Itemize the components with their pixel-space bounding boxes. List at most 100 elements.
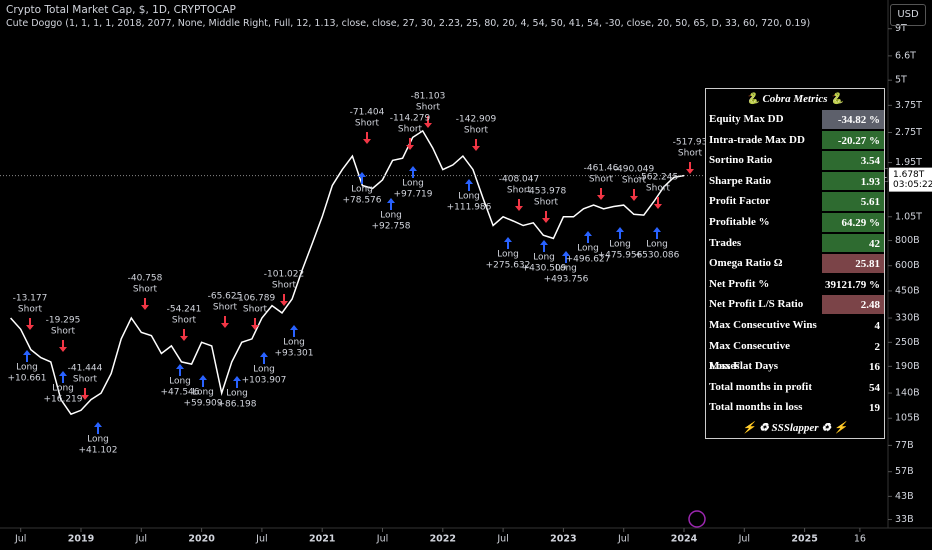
- short-arrow: [686, 162, 694, 174]
- metric-label: Net Profit %: [709, 277, 770, 290]
- metric-row: Total months in profit 54: [706, 377, 884, 398]
- signal-amount: +10.661: [7, 374, 46, 384]
- y-tick-label: 57B: [895, 466, 914, 477]
- long-arrow: [23, 350, 31, 362]
- signal-amount: -41.444: [68, 364, 103, 374]
- signal-kind: Long: [533, 253, 555, 263]
- signal-amount: +530.086: [635, 251, 680, 261]
- y-tick-label: 1.95T: [895, 157, 922, 168]
- table-footer: ⚡ ♻ SSSlapper ♻ ⚡: [742, 421, 848, 434]
- long-arrow: [387, 198, 395, 210]
- long-arrow: [358, 172, 366, 184]
- long-arrow: [540, 240, 548, 252]
- signal-amount: -562.245: [638, 173, 678, 183]
- signal-amount: -13.177: [13, 294, 48, 304]
- short-arrow: [221, 316, 229, 328]
- x-tick-label: 2022: [430, 534, 456, 545]
- metric-row: Max Consecutive Losses 2: [706, 336, 884, 373]
- metric-value: 5.61: [822, 192, 884, 211]
- metric-label: Trades: [709, 236, 742, 249]
- metric-row: Net Profit % 39121.79 %: [706, 274, 884, 295]
- signal-kind: Short: [416, 103, 441, 113]
- signal-amount: +97.719: [393, 190, 432, 200]
- signal-kind: Short: [507, 186, 532, 196]
- signal-amount: -106.789: [235, 294, 276, 304]
- short-arrow: [251, 318, 259, 330]
- table-body: Equity Max DD -34.82 % Intra-trade Max DD -…: [706, 109, 884, 418]
- metric-value: 54: [869, 381, 880, 394]
- signal-amount: +496.627: [566, 255, 611, 265]
- metric-value: 64.29 %: [822, 212, 884, 232]
- metric-row: Omega Ratio Ω 25.81: [706, 253, 884, 274]
- short-arrow: [406, 138, 414, 150]
- long-arrow: [176, 364, 184, 376]
- metric-row: Total months in loss 19: [706, 397, 884, 418]
- metric-row: Equity Max DD -34.82 %: [706, 109, 884, 130]
- signal-kind: Long: [555, 264, 577, 274]
- short-arrow: [363, 132, 371, 144]
- metric-row: Intra-trade Max DD -20.27 %: [706, 130, 884, 151]
- x-tick-label: Jul: [496, 534, 508, 545]
- long-arrow: [94, 422, 102, 434]
- short-arrow: [515, 199, 523, 211]
- metric-value: 2: [874, 340, 881, 353]
- signal-amount: -517.93: [673, 138, 708, 148]
- short-arrow: [141, 298, 149, 310]
- signal-kind: Long: [609, 240, 631, 250]
- long-arrow: [562, 251, 570, 263]
- long-arrow: [260, 352, 268, 364]
- signal-kind: Long: [226, 389, 248, 399]
- short-arrow: [59, 340, 67, 352]
- short-arrow: [597, 188, 605, 200]
- y-tick-label: 250B: [895, 337, 920, 348]
- x-tick-label: 2021: [309, 534, 335, 545]
- signal-kind: Long: [402, 179, 424, 189]
- signal-amount: -461.46: [584, 164, 619, 174]
- signal-amount: -490.049: [614, 165, 655, 175]
- metric-label: Profit Factor: [709, 195, 771, 208]
- signal-amount: +430.509: [522, 264, 567, 274]
- signal-kind: Short: [678, 149, 703, 159]
- signal-kind: Long: [497, 250, 519, 260]
- y-tick-label: 2.75T: [895, 127, 922, 138]
- metric-value: -20.27 %: [822, 130, 884, 150]
- x-tick-label: Jul: [376, 534, 388, 545]
- signal-kind: Short: [646, 184, 671, 194]
- signal-amount: +59.909: [183, 399, 222, 409]
- metric-row: Sharpe Ratio 1.93: [706, 171, 884, 192]
- signal-amount: -101.022: [264, 270, 304, 280]
- metric-row: Profitable % 64.29 %: [706, 212, 884, 233]
- signal-kind: Long: [351, 185, 373, 195]
- y-tick-label: 600B: [895, 260, 920, 271]
- signal-amount: +275.632: [486, 261, 531, 271]
- y-tick-label: 3.75T: [895, 100, 922, 111]
- signal-kind: Long: [169, 377, 191, 387]
- x-tick-label: Jul: [135, 534, 147, 545]
- metric-value: 16: [869, 361, 880, 374]
- x-tick-label: 16: [854, 534, 866, 545]
- y-tick-label: 105B: [895, 413, 920, 424]
- long-arrow: [409, 166, 417, 178]
- short-arrow: [424, 116, 432, 128]
- y-tick-label: 190B: [895, 361, 920, 372]
- x-tick-label: 2019: [68, 534, 94, 545]
- metric-row: Trades 42: [706, 233, 884, 254]
- signal-kind: Long: [52, 384, 74, 394]
- metric-value: 42: [822, 233, 884, 253]
- logo: [688, 510, 706, 528]
- metric-value: 19: [869, 402, 880, 415]
- x-tick-label: 2023: [550, 534, 576, 545]
- metric-value: -34.82 %: [822, 110, 884, 129]
- currency-button[interactable]: USD: [890, 4, 926, 26]
- metric-label: Equity Max DD: [709, 113, 784, 125]
- price-line: [10, 129, 685, 416]
- y-tick-label: 5T: [895, 75, 907, 86]
- signal-kind: Short: [243, 305, 268, 315]
- metrics-table: 🐍 Cobra Metrics 🐍 Equity Max DD -34.82 % I…: [705, 88, 885, 439]
- metric-label: Total months in profit: [709, 380, 812, 393]
- long-arrow: [59, 371, 67, 383]
- signal-kind: Short: [464, 126, 489, 136]
- y-tick-label: 800B: [895, 235, 920, 246]
- metric-label: Max Consecutive Wins: [709, 318, 817, 331]
